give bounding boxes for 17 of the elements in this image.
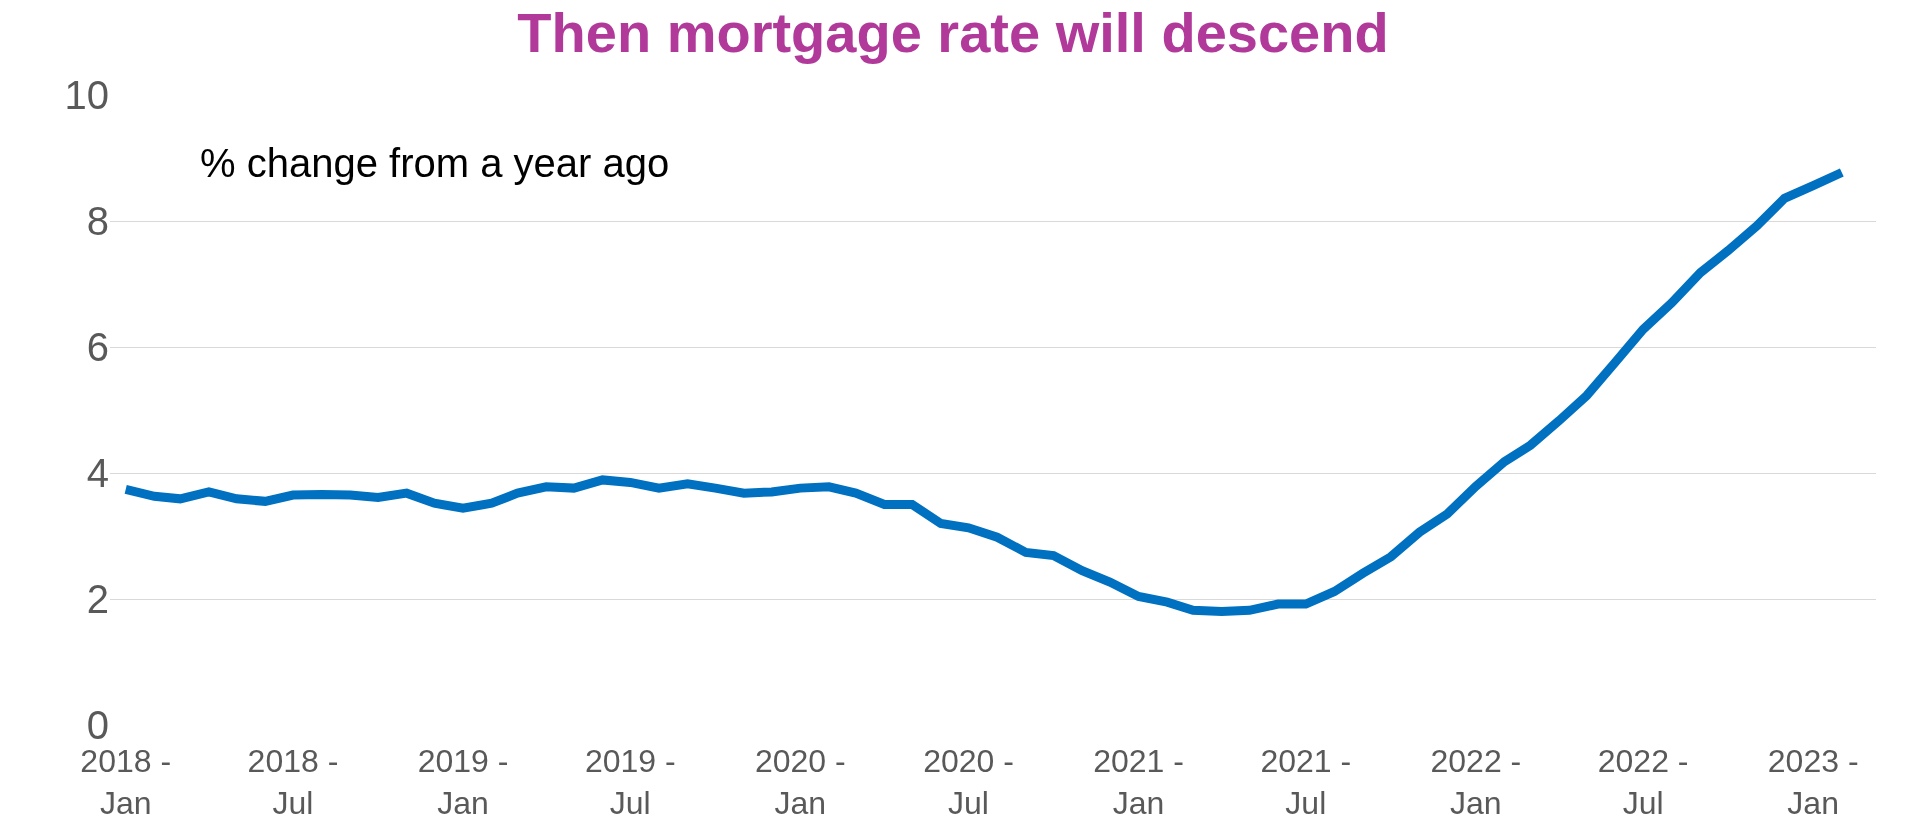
- x-tick-label: 2021 - Jan: [1093, 743, 1184, 821]
- y-tick-label: 2: [86, 577, 109, 621]
- chart-title: Then mortgage rate will descend: [517, 0, 1389, 64]
- x-tick-label: 2018 - Jul: [247, 743, 339, 821]
- x-tick-label: 2021 - Jul: [1260, 743, 1352, 821]
- x-tick-label: 2022 - Jul: [1597, 743, 1689, 821]
- text: % change from a year ago: [200, 141, 670, 185]
- x-tick-label: 2023 - Jan: [1767, 743, 1859, 821]
- x-tick-label: 2019 - Jan: [417, 743, 509, 821]
- x-tick-label: 2019 - Jul: [584, 743, 676, 821]
- y-tick-label: 10: [64, 73, 109, 117]
- x-tick-label: 2022 - Jan: [1430, 743, 1522, 821]
- x-tick-label: 2020 - Jan: [754, 743, 846, 821]
- x-tick-label: 2020 - Jul: [923, 743, 1014, 821]
- y-tick-label: 8: [86, 199, 109, 243]
- y-tick-label: 4: [86, 451, 109, 495]
- y-tick-label: 6: [86, 325, 109, 369]
